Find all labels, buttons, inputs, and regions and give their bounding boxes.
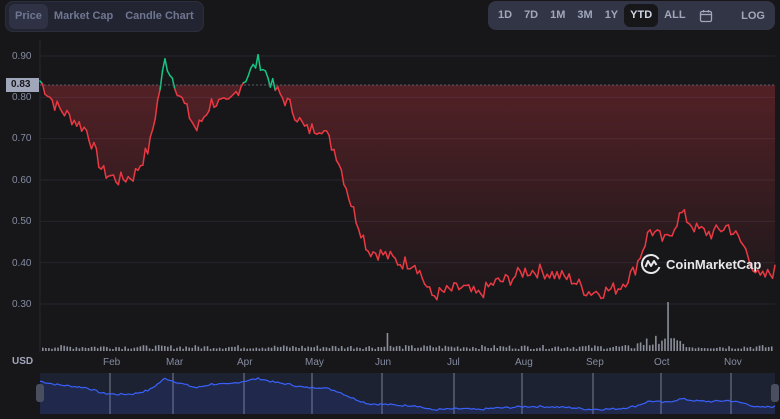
tab-market-cap[interactable]: Market Cap xyxy=(53,10,114,22)
tab-price[interactable]: Price xyxy=(9,4,48,29)
time-range-selector: 1D 7D 1M 3M 1Y YTD ALL LOG xyxy=(488,1,775,30)
range-1y[interactable]: 1Y xyxy=(604,9,619,21)
x-tick: May xyxy=(305,357,324,368)
x-tick: Aug xyxy=(515,357,533,368)
coinmarketcap-logo-icon xyxy=(641,254,661,274)
range-3m[interactable]: 3M xyxy=(577,9,593,21)
x-tick: Apr xyxy=(237,357,253,368)
calendar-button[interactable] xyxy=(692,4,720,27)
coinmarketcap-watermark: CoinMarketCap xyxy=(640,253,761,275)
range-7d[interactable]: 7D xyxy=(524,9,539,21)
x-tick: Jun xyxy=(375,357,392,368)
y-tick: 0.30 xyxy=(12,299,32,310)
range-ytd[interactable]: YTD xyxy=(624,4,659,27)
y-tick: 0.40 xyxy=(12,258,32,269)
range-1m[interactable]: 1M xyxy=(550,9,566,21)
current-price-tag: 0.83 xyxy=(6,78,39,92)
watermark-text: CoinMarketCap xyxy=(666,256,762,272)
y-tick: 0.80 xyxy=(12,92,32,103)
chart-type-tabs: Price Market Cap Candle Chart xyxy=(5,1,204,32)
y-tick: 0.90 xyxy=(12,51,32,62)
tab-candle-chart[interactable]: Candle Chart xyxy=(125,10,194,22)
x-tick: Mar xyxy=(166,357,184,368)
x-tick: Nov xyxy=(724,357,742,368)
range-all[interactable]: ALL xyxy=(664,9,686,21)
x-tick: Sep xyxy=(586,357,604,368)
y-tick: 0.50 xyxy=(12,216,32,227)
y-tick: 0.60 xyxy=(12,175,32,186)
log-scale-toggle[interactable]: LOG xyxy=(741,9,765,22)
currency-label: USD xyxy=(12,356,34,367)
x-tick: Feb xyxy=(103,357,121,368)
x-tick: Oct xyxy=(654,357,670,368)
y-tick: 0.70 xyxy=(12,133,32,144)
calendar-icon xyxy=(699,9,712,22)
x-tick: Jul xyxy=(447,357,460,368)
range-1d[interactable]: 1D xyxy=(498,9,513,21)
